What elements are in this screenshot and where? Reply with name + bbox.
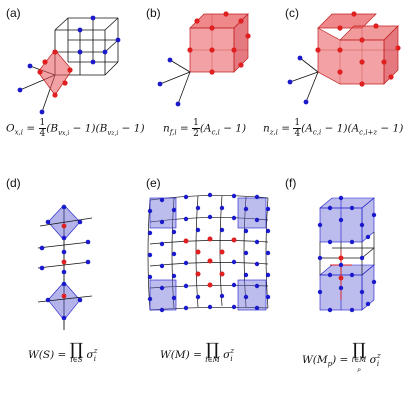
panel-a-octahedron — [37, 49, 73, 96]
panel-e-red-sites — [183, 236, 237, 288]
panel-d-string — [37, 204, 93, 330]
panel-a-red-sites — [37, 49, 73, 98]
panel-b-label: (b) — [146, 6, 161, 20]
panel-f-red-sites — [338, 255, 344, 281]
panel-b-spokes — [159, 59, 191, 105]
panel-d-blue-sites — [39, 204, 91, 321]
panel-b-blue-sites — [157, 57, 181, 107]
panel-a-label: (a) — [6, 6, 21, 20]
panel-c-label: (c) — [285, 6, 299, 20]
panel-b-red-sites — [187, 11, 251, 75]
panel-d-label: (d) — [6, 176, 21, 190]
panel-f-blue-sites — [317, 195, 377, 313]
panel-e-label: (e) — [146, 176, 161, 190]
panel-f-label: (f) — [285, 176, 297, 190]
panel-f-blue-cubes — [319, 197, 375, 311]
panel-c-cubes — [317, 13, 399, 85]
panel-c-red-sites — [315, 11, 401, 87]
panel-c-blue-sites — [287, 55, 309, 105]
panel-c-spokes — [289, 57, 319, 103]
panel-d-red-sites — [61, 223, 67, 299]
panel-a-blue-sites — [17, 15, 121, 115]
formula-n-f: nf,i = 1 2 (Ac,i − 1) — [163, 118, 247, 139]
panel-e-blue-cubes — [149, 197, 267, 311]
panel-a-lattice — [19, 17, 119, 113]
formula-o-x: Ox,i = 1 4 (Bvx,i − 1)(Bvz,i − 1) — [6, 118, 145, 139]
formula-n-z: nz,i = 1 4 (Ac,i − 1)(Ac,i+z − 1) — [263, 118, 404, 139]
